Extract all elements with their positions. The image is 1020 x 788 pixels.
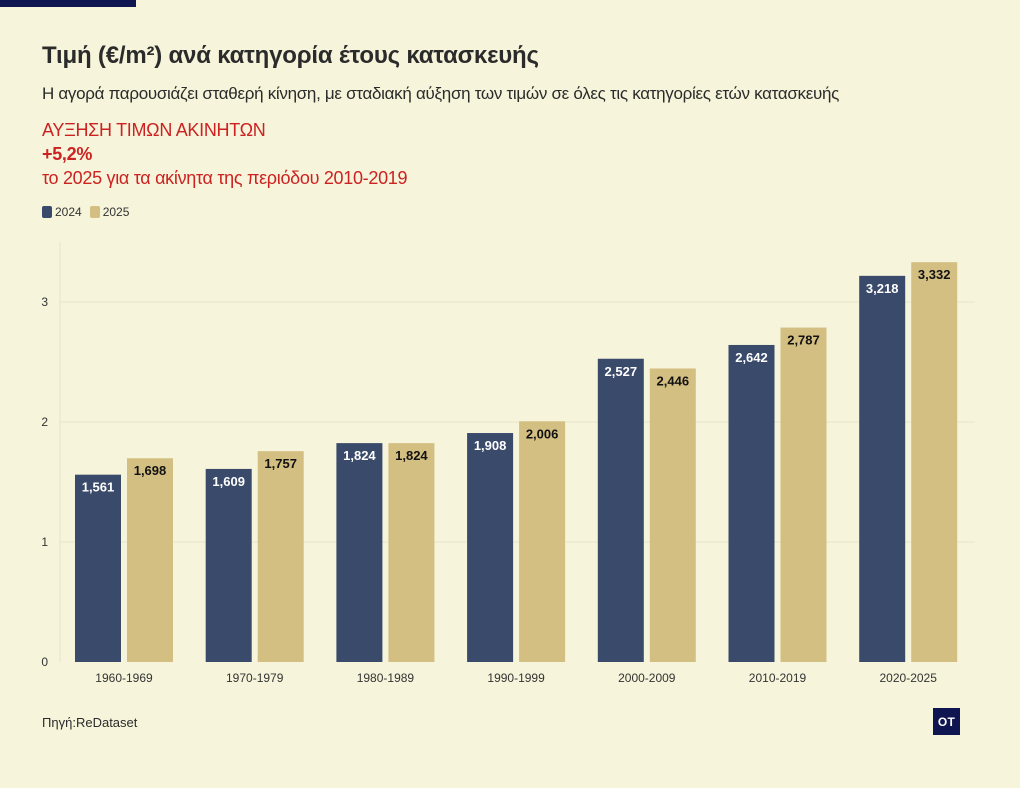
data-label-2025-2000-2009: 2,446 [657,373,690,388]
bar-2024-1980-1989 [336,443,383,662]
bar-2024-2000-2009 [597,358,644,662]
legend-swatch-2025 [89,206,100,218]
legend-item-2025: 2025 [89,205,130,219]
data-label-2025-2020-2025: 3,332 [918,267,951,282]
y-tick-label: 0 [41,655,48,669]
x-tick-label: 2000-2009 [618,671,676,685]
bar-2025-2000-2009 [649,368,696,662]
data-label-2024-2000-2009: 2,527 [605,364,638,379]
legend-label-2025: 2025 [102,205,130,219]
x-tick-label: 1980-1989 [357,671,415,685]
bar-2024-1970-1979 [205,468,252,662]
data-label-2024-1980-1989: 1,824 [343,448,376,463]
x-tick-label: 1990-1999 [487,671,545,685]
y-tick-label: 1 [41,535,48,549]
data-label-2025-1970-1979: 1,757 [264,456,297,471]
x-tick-label: 1970-1979 [226,671,284,685]
chart-legend: 2024 2025 [42,205,137,219]
data-label-2024-2010-2019: 2,642 [735,350,768,365]
bar-2025-2010-2019 [780,327,827,662]
bar-2024-2010-2019 [728,344,775,662]
bar-2024-1990-1999 [467,433,514,662]
highlight-note: το 2025 για τα ακίνητα της περιόδου 2010… [42,168,408,188]
source-note: Πηγή:ReDataset [42,715,138,730]
legend-label-2024: 2024 [55,205,82,219]
brand-top-bar [0,0,136,7]
bar-2024-2020-2025 [859,275,906,662]
highlight-value: +5,2% [42,144,93,164]
bar-2025-1970-1979 [257,451,304,662]
highlight-label: ΑΥΞΗΣΗ ΤΙΜΩΝ ΑΚΙΝΗΤΩΝ [42,120,266,140]
x-tick-label: 1960-1969 [95,671,153,685]
bar-2025-2020-2025 [911,262,958,662]
ot-logo: OT [933,708,960,735]
legend-item-2024: 2024 [42,205,82,219]
data-label-2025-1990-1999: 2,006 [526,426,559,441]
data-label-2024-1960-1969: 1,561 [82,480,115,495]
y-tick-label: 2 [41,415,48,429]
x-tick-label: 2010-2019 [749,671,807,685]
bar-2025-1960-1969 [127,458,173,662]
data-label-2024-2020-2025: 3,218 [866,281,899,296]
data-label-2025-1980-1989: 1,824 [395,448,428,463]
data-label-2024-1970-1979: 1,609 [212,474,245,489]
bar-2025-1980-1989 [388,443,435,662]
data-label-2024-1990-1999: 1,908 [474,438,507,453]
y-tick-label: 3 [41,295,48,309]
data-label-2025-1960-1969: 1,698 [134,463,167,478]
chart-title: Τιμή (€/m²) ανά κατηγορία έτους κατασκευ… [42,42,539,69]
x-tick-label: 2020-2025 [880,671,938,685]
legend-swatch-2024 [42,206,52,218]
data-label-2025-2010-2019: 2,787 [787,333,820,348]
bar-2025-1990-1999 [519,421,566,662]
bar-2024-1960-1969 [75,474,121,662]
chart-subtitle: Η αγορά παρουσιάζει σταθερή κίνηση, με σ… [42,84,840,103]
